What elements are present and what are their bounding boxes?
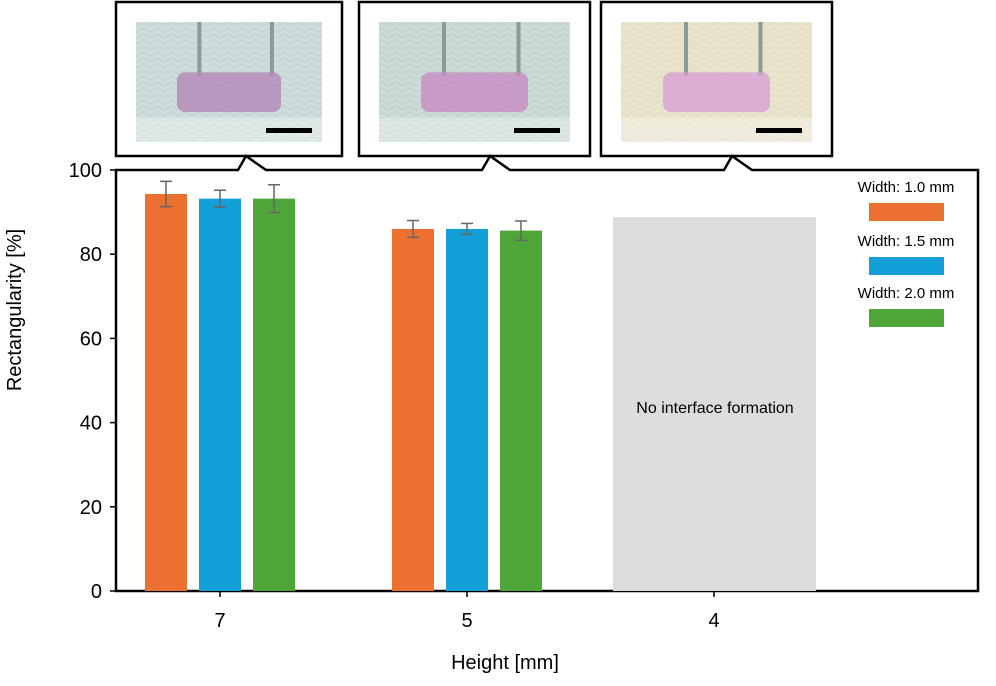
axes: 0 20 40 60 80 100 7 5 4: [69, 160, 720, 632]
x-tick-label: 4: [708, 610, 719, 632]
bar-1-7: [145, 193, 187, 591]
photo-rod: [197, 22, 202, 76]
no-formation-region: [613, 217, 816, 592]
photo-rod: [684, 22, 689, 76]
legend: Width: 1.0 mm Width: 1.5 mm Width: 2.0 mm: [858, 179, 955, 327]
scale-bar: [756, 128, 802, 133]
inset-photo-7: [114, 0, 344, 158]
photo-liquid: [176, 72, 282, 112]
photo-rod: [516, 22, 521, 76]
legend-swatch: [869, 257, 944, 275]
bar-2-7: [199, 198, 241, 592]
y-tick-label: 60: [80, 328, 102, 350]
plot-frame: [114, 154, 980, 593]
y-tick-label: 100: [69, 160, 102, 182]
photo-liquid: [421, 72, 528, 112]
bars-group: [145, 180, 816, 592]
photo-liquid: [663, 72, 770, 112]
y-tick-label: 0: [91, 581, 102, 603]
y-tick-label: 80: [80, 244, 102, 266]
legend-swatch: [869, 309, 944, 327]
bar-3-5: [500, 230, 542, 591]
bar-2-5: [446, 228, 488, 591]
legend-label: Width: 2.0 mm: [858, 285, 955, 302]
legend-label: Width: 1.0 mm: [858, 179, 955, 196]
inset-photo-4: [599, 0, 834, 158]
x-tick-label: 7: [214, 610, 225, 632]
no-interface-formation-label: No interface formation: [636, 400, 793, 417]
inset-photos: [114, 0, 834, 158]
x-axis-label: Height [mm]: [451, 652, 559, 674]
y-tick-label: 20: [80, 497, 102, 519]
y-axis-label: Rectangularity [%]: [4, 229, 26, 391]
photo-rod: [269, 22, 274, 76]
x-tick-label: 5: [461, 610, 472, 632]
legend-label: Width: 1.5 mm: [858, 233, 955, 250]
scale-bar: [266, 128, 312, 133]
scale-bar: [514, 128, 560, 133]
photo-rod: [758, 22, 763, 76]
y-tick-label: 40: [80, 413, 102, 435]
bar-3-7: [253, 198, 295, 592]
legend-swatch: [869, 203, 944, 221]
inset-photo-5: [357, 0, 592, 158]
bar-1-5: [392, 228, 434, 591]
photo-rod: [442, 22, 447, 76]
